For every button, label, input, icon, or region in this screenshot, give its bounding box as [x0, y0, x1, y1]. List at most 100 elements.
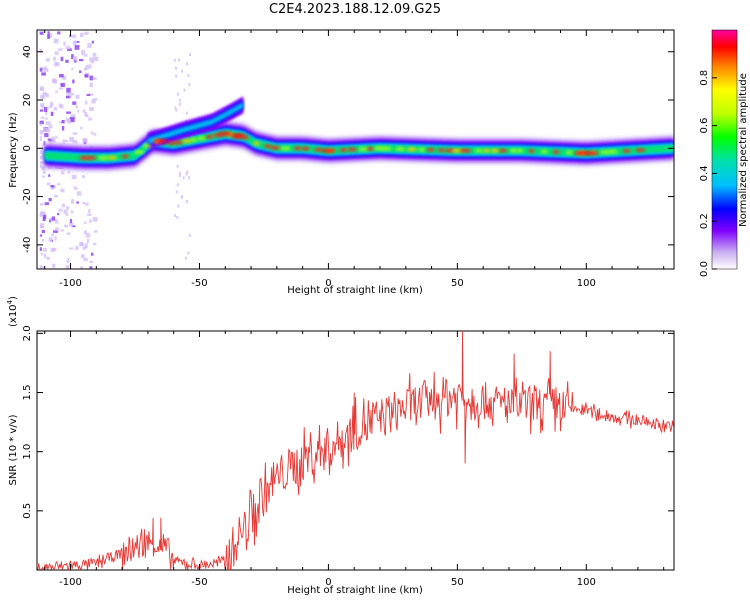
- hot-spot: [347, 147, 357, 152]
- noise-cell: [39, 31, 44, 35]
- noise-cell: [42, 217, 46, 222]
- noise-cell: [42, 175, 46, 178]
- noise-cell: [71, 174, 77, 180]
- noise-cell: [93, 242, 97, 246]
- noise-cell: [176, 92, 179, 96]
- noise-cell: [88, 117, 93, 121]
- noise-cell: [90, 252, 94, 256]
- spectrogram-heatmap: [39, 31, 674, 269]
- noise-cell: [44, 117, 48, 120]
- y-tick-label: 0: [22, 145, 33, 151]
- noise-cell: [87, 42, 92, 48]
- noise-cell: [60, 82, 65, 87]
- noise-cell: [93, 56, 99, 62]
- noise-cell: [51, 136, 55, 142]
- snr-xlabel: Height of straight line (km): [287, 585, 423, 596]
- noise-cell: [60, 229, 65, 232]
- noise-cell: [179, 173, 182, 177]
- noise-cell: [67, 48, 72, 51]
- noise-cell: [81, 50, 86, 55]
- noise-cell: [65, 95, 71, 99]
- noise-cell: [50, 111, 54, 116]
- noise-cell: [58, 87, 63, 90]
- noise-cell: [187, 251, 190, 255]
- y-tick-label: 1.5: [22, 385, 33, 401]
- noise-cell: [41, 72, 46, 76]
- noise-cell: [88, 93, 94, 96]
- noise-cell: [43, 92, 49, 96]
- noise-cell: [175, 74, 178, 78]
- noise-cell: [178, 102, 181, 106]
- noise-cell: [71, 67, 74, 71]
- noise-cell: [50, 185, 55, 188]
- hot-spot: [418, 147, 426, 152]
- noise-cell: [78, 70, 82, 74]
- hot-spot: [133, 150, 145, 154]
- noise-cell: [69, 222, 74, 227]
- hot-spot: [293, 146, 302, 151]
- snr-scale-close: ): [8, 296, 19, 300]
- colorbar-tick-label: 0.6: [699, 118, 710, 134]
- noise-cell: [82, 175, 86, 179]
- noise-cell: [67, 170, 71, 174]
- noise-cell: [52, 263, 56, 269]
- hot-spot: [181, 139, 193, 143]
- noise-cell: [55, 136, 58, 139]
- hot-spot: [97, 156, 110, 160]
- y-tick-label: 40: [22, 45, 33, 58]
- noise-cell: [64, 139, 68, 142]
- noise-cell: [43, 214, 47, 219]
- noise-cell: [67, 119, 71, 124]
- noise-cell: [61, 125, 65, 131]
- hot-spot: [190, 137, 198, 142]
- hot-spot: [380, 146, 393, 151]
- noise-cell: [76, 40, 80, 44]
- noise-cell: [84, 112, 88, 117]
- snr-scale-exponent: 4: [6, 299, 14, 304]
- noise-cell: [184, 256, 187, 260]
- noise-cell: [41, 238, 45, 242]
- hot-spot: [264, 144, 272, 148]
- noise-cell: [56, 183, 61, 186]
- snr-series-line: [37, 331, 674, 570]
- noise-cell: [72, 101, 77, 105]
- hot-spot: [459, 148, 472, 153]
- x-tick-label: -100: [59, 278, 82, 289]
- noise-cell: [42, 211, 46, 217]
- noise-cell: [82, 109, 86, 113]
- noise-cell: [89, 219, 92, 223]
- hot-spot: [366, 146, 374, 151]
- y-tick-label: 1.0: [22, 444, 33, 460]
- noise-cell: [186, 170, 189, 174]
- noise-cell: [82, 201, 85, 205]
- noise-cell: [55, 90, 58, 93]
- noise-cell: [188, 83, 191, 87]
- noise-cell: [91, 60, 94, 64]
- noise-cell: [46, 256, 50, 260]
- noise-cell: [69, 117, 75, 123]
- noise-cell: [86, 93, 91, 97]
- noise-cell: [39, 129, 44, 135]
- noise-cell: [61, 119, 65, 124]
- noise-cell: [39, 136, 42, 141]
- noise-cell: [88, 208, 91, 214]
- hot-spot: [509, 148, 519, 153]
- hot-spot: [84, 156, 97, 160]
- noise-cell: [70, 210, 74, 214]
- hot-spot: [173, 140, 184, 145]
- hot-spot: [528, 149, 535, 153]
- noise-cell: [40, 156, 45, 160]
- noise-cell: [39, 164, 42, 168]
- noise-cell: [69, 219, 73, 224]
- hot-spot: [339, 148, 347, 152]
- noise-cell: [92, 52, 97, 57]
- noise-cell: [92, 77, 97, 81]
- noise-cell: [177, 204, 180, 208]
- noise-cell: [76, 191, 82, 196]
- noise-cell: [48, 33, 53, 39]
- hot-spot: [437, 148, 445, 152]
- noise-cell: [175, 190, 178, 194]
- noise-cell: [43, 68, 49, 72]
- hot-spot: [483, 148, 490, 153]
- noise-cell: [66, 87, 71, 93]
